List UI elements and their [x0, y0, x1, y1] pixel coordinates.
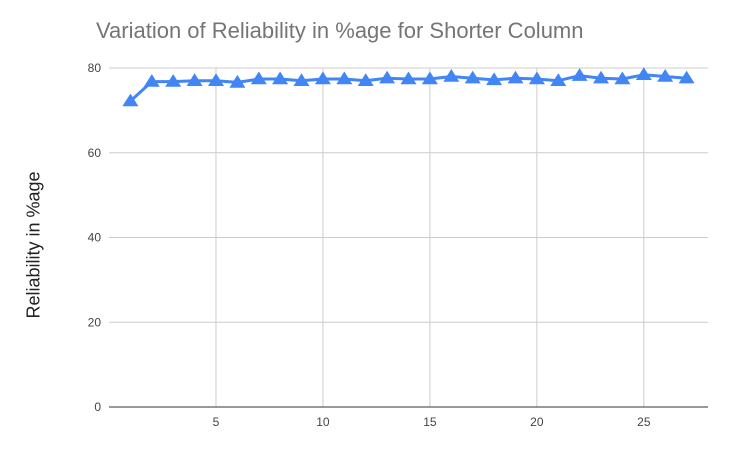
- data-point-marker: [229, 74, 246, 88]
- data-point-marker: [272, 71, 289, 85]
- data-point-marker: [614, 71, 631, 85]
- data-point-marker: [250, 71, 267, 85]
- data-point-marker: [464, 70, 481, 84]
- data-point-marker: [165, 74, 182, 87]
- x-tick-label: 20: [530, 415, 544, 429]
- x-tick-label: 15: [423, 415, 437, 429]
- data-point-marker: [593, 70, 609, 84]
- data-point-marker: [657, 69, 674, 82]
- data-point-marker: [314, 71, 331, 85]
- y-tick-label: 80: [88, 61, 102, 75]
- y-tick-label: 20: [88, 315, 102, 329]
- data-point-marker: [507, 70, 524, 84]
- data-point-marker: [357, 73, 374, 86]
- gridlines: [109, 67, 708, 407]
- data-point-marker: [208, 73, 224, 86]
- data-point-marker: [379, 70, 396, 84]
- tick-labels: 0 20 40 60 80 5 10 15 20 25: [88, 61, 651, 429]
- chart-title: Variation of Reliability in %age for Sho…: [96, 18, 584, 43]
- data-point-marker: [293, 73, 310, 86]
- data-point-marker: [550, 73, 567, 86]
- data-point-marker: [571, 68, 588, 81]
- data-point-marker: [443, 69, 460, 82]
- data-point-marker: [400, 71, 417, 85]
- data-point-marker: [421, 71, 438, 85]
- y-tick-label: 40: [88, 231, 102, 245]
- data-point-marker: [678, 70, 695, 84]
- data-point-marker: [143, 74, 160, 87]
- x-tick-label: 25: [637, 415, 651, 429]
- x-tick-label: 10: [316, 415, 330, 429]
- data-point-marker: [528, 71, 545, 85]
- data-point-marker: [486, 72, 503, 86]
- series-layer: [122, 67, 695, 107]
- x-tick-label: 5: [213, 415, 220, 429]
- data-point-marker: [635, 67, 652, 80]
- data-point-marker: [122, 93, 139, 107]
- y-tick-label: 0: [94, 400, 101, 414]
- data-point-marker: [186, 73, 203, 86]
- data-point-marker: [336, 71, 353, 85]
- y-tick-label: 60: [88, 146, 102, 160]
